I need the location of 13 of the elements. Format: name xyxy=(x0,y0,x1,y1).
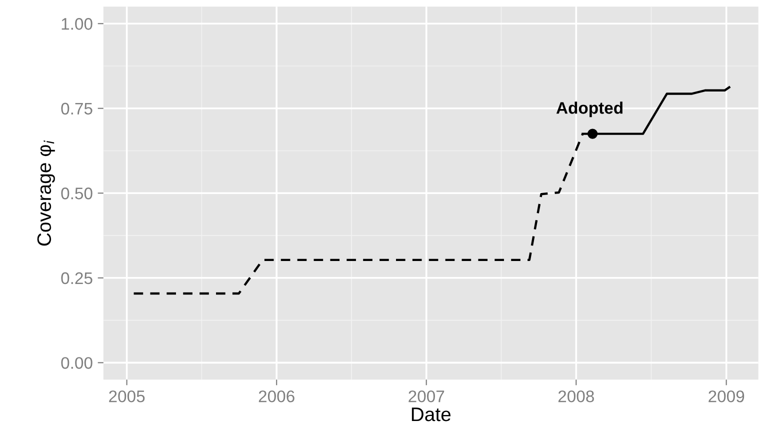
x-tick-label: 2009 xyxy=(708,390,744,402)
y-tick-label: 0.25 xyxy=(61,272,92,284)
x-axis-title: Date xyxy=(412,408,451,422)
y-tick-label: 0.75 xyxy=(61,102,92,115)
x-tick-label: 2007 xyxy=(408,390,444,402)
y-tick-label: 0.00 xyxy=(61,357,92,369)
y-axis-title: Coverage φ$_{i}$ xyxy=(37,140,55,246)
x-tick-label: 2005 xyxy=(109,390,145,402)
y-tick-label: 1.00 xyxy=(62,18,92,30)
annotation: Adopted xyxy=(556,102,622,118)
y-tick-label: 0.50 xyxy=(61,188,92,200)
x-tick-label: 2008 xyxy=(558,390,594,402)
x-tick-label: 2006 xyxy=(258,390,294,402)
